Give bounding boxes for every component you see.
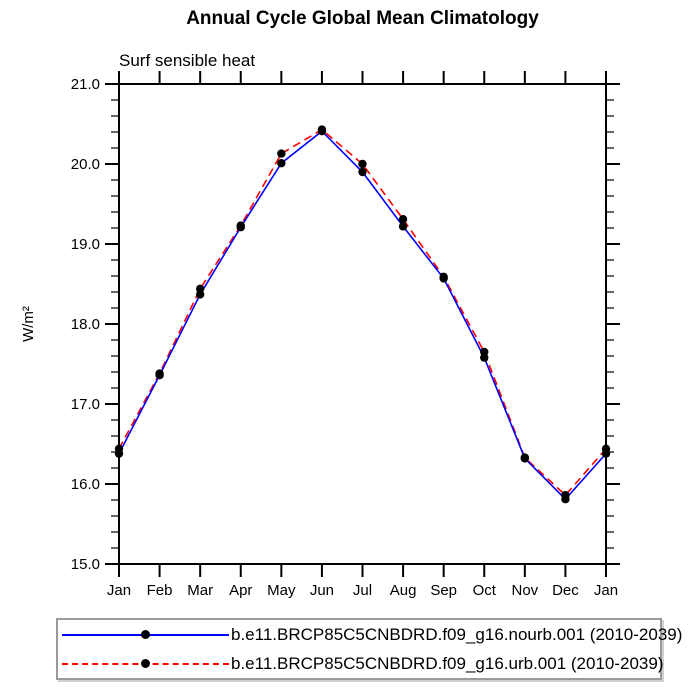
data-point-marker-series1 [236,221,245,230]
data-point-marker-series1 [155,369,164,378]
x-tick-label: May [267,582,296,599]
chart-title: Annual Cycle Global Mean Climatology [186,8,539,29]
legend-marker-dot [141,629,150,639]
data-point-marker-series1 [439,272,448,281]
data-point-marker-series1 [601,444,611,453]
legend: b.e11.BRCP85C5CNBDRD.f09_g16.nourb.001 (… [56,618,682,680]
data-point-marker-series0 [398,222,408,231]
legend-line-sample-dashed [62,658,229,668]
data-point-marker-series1 [114,444,124,453]
data-point-marker-series1 [195,284,205,293]
data-point-marker-series1 [561,491,570,500]
legend-line-sample-solid [62,629,229,639]
x-tick-label: Jan [594,582,618,599]
y-tick-label: 16.0 [71,476,100,493]
x-tick-label: Nov [511,582,538,599]
y-tick-label: 20.0 [71,156,100,173]
data-point-marker-series1 [358,159,367,169]
data-point-marker-series1 [520,453,530,462]
x-tick-label: Jan [107,582,131,599]
x-tick-label: Oct [473,582,497,599]
y-tick-label: 17.0 [71,396,100,413]
series-line-1 [118,128,607,497]
x-tick-label: Mar [187,582,213,599]
series-line-0 [118,130,607,501]
y-tick-label: 21.0 [71,76,100,93]
x-tick-label: Jul [353,582,372,599]
data-point-marker-series0 [277,159,286,168]
data-point-marker-series1 [277,149,286,158]
axis-frame [118,83,607,565]
legend-label: b.e11.BRCP85C5CNBDRD.f09_g16.nourb.001 (… [231,624,683,644]
data-point-marker-series0 [358,167,367,177]
x-tick-label: Dec [552,582,579,599]
data-point-marker-series1 [398,215,408,224]
y-tick-label: 19.0 [71,236,100,253]
y-tick-label: 18.0 [71,316,100,333]
x-tick-label: Aug [390,582,417,599]
legend-marker-dot [141,658,150,668]
legend-label: b.e11.BRCP85C5CNBDRD.f09_g16.urb.001 (20… [231,653,664,673]
legend-entry-nourb: b.e11.BRCP85C5CNBDRD.f09_g16.nourb.001 (… [58,620,682,649]
x-tick-label: Sep [430,582,457,599]
y-tick-label: 15.0 [71,556,100,573]
x-tick-label: Apr [229,582,252,599]
data-point-marker-series1 [480,347,489,357]
data-point-marker-series1 [317,125,327,134]
chart-subtitle: Surf sensible heat [119,51,256,70]
x-tick-label: Feb [147,582,173,599]
x-tick-label: Jun [310,582,334,599]
legend-entry-urb: b.e11.BRCP85C5CNBDRD.f09_g16.urb.001 (20… [58,649,664,678]
